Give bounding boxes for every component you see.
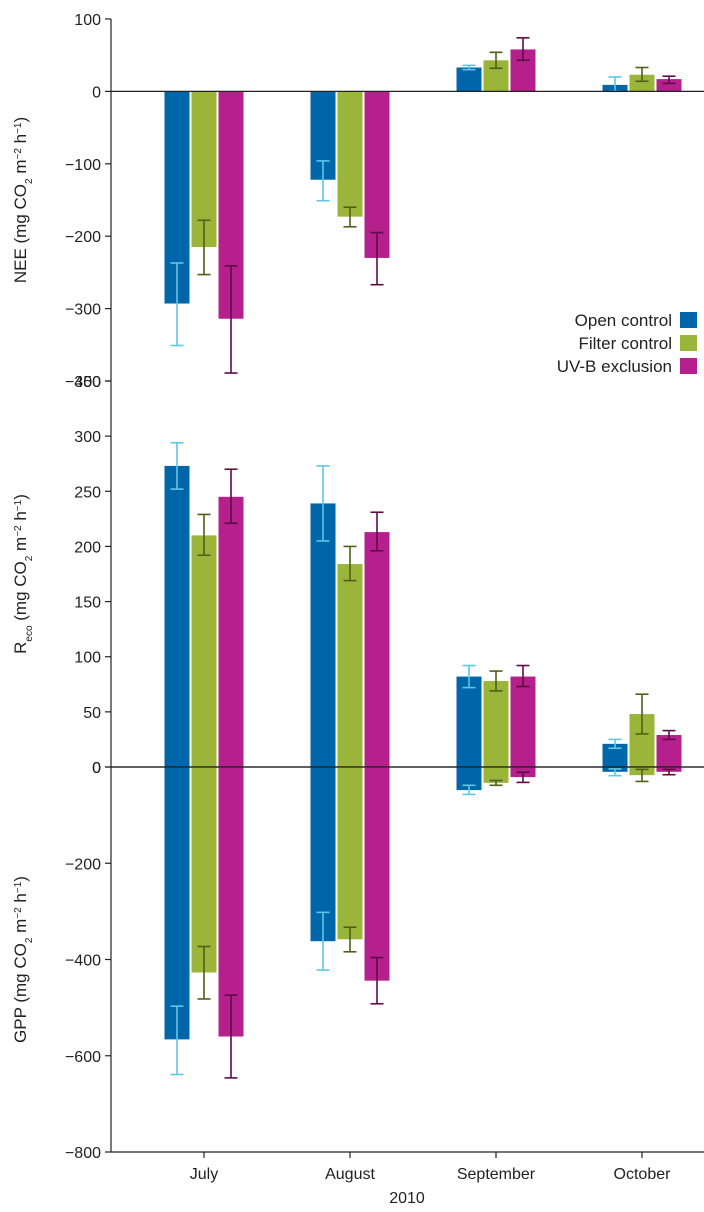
bar-reco-open-control-september [456, 676, 482, 767]
error-bar-nee-filter-control-september [489, 51, 503, 70]
error-bar-nee-open-control-september [462, 64, 476, 71]
error-bar-reco-filter-control-september [489, 670, 503, 692]
y-tick-label-gpp: −200 [65, 856, 101, 873]
bar-reco-uv-b-exclusion-august [364, 532, 390, 767]
error-bar-nee-filter-control-october [635, 66, 649, 83]
error-bar-nee-uv-b-exclusion-october [662, 75, 676, 85]
x-tick-label-september: September [457, 1166, 536, 1183]
error-bar-gpp-uv-b-exclusion-september [516, 771, 530, 784]
x-axis-title: 2010 [389, 1190, 425, 1207]
error-bar-nee-filter-control-july [197, 219, 211, 276]
bar-nee-uv-b-exclusion-october [656, 79, 682, 92]
x-tick-label-july: July [190, 1166, 218, 1183]
error-bar-reco-uv-b-exclusion-october [662, 729, 676, 741]
error-bar-reco-open-control-october [608, 738, 622, 750]
bar-gpp-open-control-september [456, 767, 482, 791]
error-bar-reco-filter-control-july [197, 513, 211, 557]
error-bar-nee-uv-b-exclusion-july [224, 265, 238, 374]
bar-reco-uv-b-exclusion-september [510, 676, 536, 767]
y-tick-label-reco: 100 [74, 650, 101, 667]
y-axis-title-reco: Reco (mg CO2 m−2 h−1) [11, 494, 35, 654]
y-tick-label-reco: 350 [74, 374, 101, 391]
bar-gpp-filter-control-july [191, 767, 217, 973]
y-tick-label-reco: 250 [74, 484, 101, 501]
bar-reco-open-control-july [164, 465, 190, 767]
y-tick-label-nee: −100 [65, 157, 101, 174]
x-tick-label-october: October [614, 1166, 672, 1183]
error-bar-nee-uv-b-exclusion-august [370, 231, 384, 286]
legend-swatch-open-control [680, 312, 697, 328]
error-bar-gpp-filter-control-september [489, 779, 503, 787]
bar-reco-filter-control-september [483, 680, 509, 767]
y-tick-label-reco: 300 [74, 429, 101, 446]
y-tick-label-reco: 200 [74, 539, 101, 556]
y-tick-label-gpp: −400 [65, 953, 101, 970]
error-bar-gpp-open-control-august [316, 911, 330, 971]
error-bar-reco-filter-control-august [343, 545, 357, 582]
panel-gpp: 0 −200 −400 −600 −800 GPP (mg CO2 m−2 h−1) [11, 760, 704, 1162]
error-bar-reco-filter-control-october [635, 693, 649, 735]
error-bar-nee-filter-control-august [343, 206, 357, 228]
y-tick-label-gpp: 0 [92, 760, 101, 777]
error-bar-reco-uv-b-exclusion-july [224, 468, 238, 525]
panel-reco: 350 300 250 200 150 100 50 0 Reco (mg CO2 m−2 h−… [11, 374, 704, 777]
error-bar-nee-uv-b-exclusion-september [516, 37, 530, 62]
error-bar-gpp-uv-b-exclusion-october [662, 768, 676, 776]
bar-gpp-uv-b-exclusion-august [364, 767, 390, 981]
error-bar-gpp-filter-control-july [197, 945, 211, 1000]
y-tick-label-reco: 150 [74, 595, 101, 612]
y-tick-label-nee: −400 [65, 374, 101, 391]
y-tick-label-nee: 0 [92, 84, 101, 101]
bar-reco-open-control-august [310, 503, 336, 767]
x-tick-label-august: August [325, 1166, 375, 1183]
y-tick-label-gpp: −800 [65, 1145, 101, 1162]
y-tick-label-reco: 0 [92, 760, 101, 777]
bar-gpp-open-control-july [164, 767, 190, 1040]
y-tick-label-nee: 100 [74, 12, 101, 29]
error-bar-gpp-open-control-september [462, 784, 476, 796]
bar-gpp-filter-control-september [483, 767, 509, 783]
error-bar-reco-open-control-july [170, 441, 184, 490]
error-bar-reco-open-control-september [462, 664, 476, 689]
bar-reco-filter-control-august [337, 564, 363, 767]
bar-reco-filter-control-july [191, 535, 217, 767]
error-bar-nee-open-control-july [170, 262, 184, 347]
error-bar-reco-open-control-august [316, 465, 330, 542]
bar-nee-filter-control-august [337, 91, 363, 217]
error-bar-gpp-open-control-july [170, 1005, 184, 1076]
legend-swatch-uv-b-exclusion [680, 358, 697, 374]
legend: Open control Filter control UV-B exclusion [557, 311, 697, 376]
bar-reco-uv-b-exclusion-july [218, 496, 244, 767]
error-bar-gpp-filter-control-october [635, 768, 649, 783]
panel-nee: 100 0 −100 −200 −300 −400 NEE (mg CO2 m−2 h−1) [11, 12, 704, 391]
bar-nee-filter-control-october [629, 74, 655, 92]
error-bar-gpp-uv-b-exclusion-july [224, 994, 238, 1079]
bar-nee-uv-b-exclusion-august [364, 91, 390, 258]
error-bar-gpp-filter-control-august [343, 926, 357, 953]
error-bar-gpp-uv-b-exclusion-august [370, 956, 384, 1005]
bar-nee-open-control-september [456, 67, 482, 92]
legend-label-uv-b-exclusion: UV-B exclusion [557, 357, 672, 376]
legend-swatch-filter-control [680, 335, 697, 351]
error-bar-reco-uv-b-exclusion-september [516, 664, 530, 688]
error-bar-nee-open-control-august [316, 160, 330, 202]
y-axis-title-nee: NEE (mg CO2 m−2 h−1) [11, 117, 35, 283]
legend-label-open-control: Open control [575, 311, 672, 330]
bar-reco-open-control-october [602, 743, 628, 767]
error-bar-gpp-open-control-october [608, 768, 622, 777]
bar-reco-uv-b-exclusion-october [656, 735, 682, 767]
bar-gpp-filter-control-august [337, 767, 363, 940]
bar-gpp-uv-b-exclusion-july [218, 767, 244, 1037]
y-tick-label-reco: 50 [83, 705, 101, 722]
y-tick-label-nee: −300 [65, 302, 101, 319]
legend-label-filter-control: Filter control [578, 334, 672, 353]
y-axis-title-gpp: GPP (mg CO2 m−2 h−1) [11, 876, 35, 1043]
y-tick-label-gpp: −600 [65, 1049, 101, 1066]
error-bar-reco-uv-b-exclusion-august [370, 511, 384, 552]
y-tick-label-nee: −200 [65, 229, 101, 246]
